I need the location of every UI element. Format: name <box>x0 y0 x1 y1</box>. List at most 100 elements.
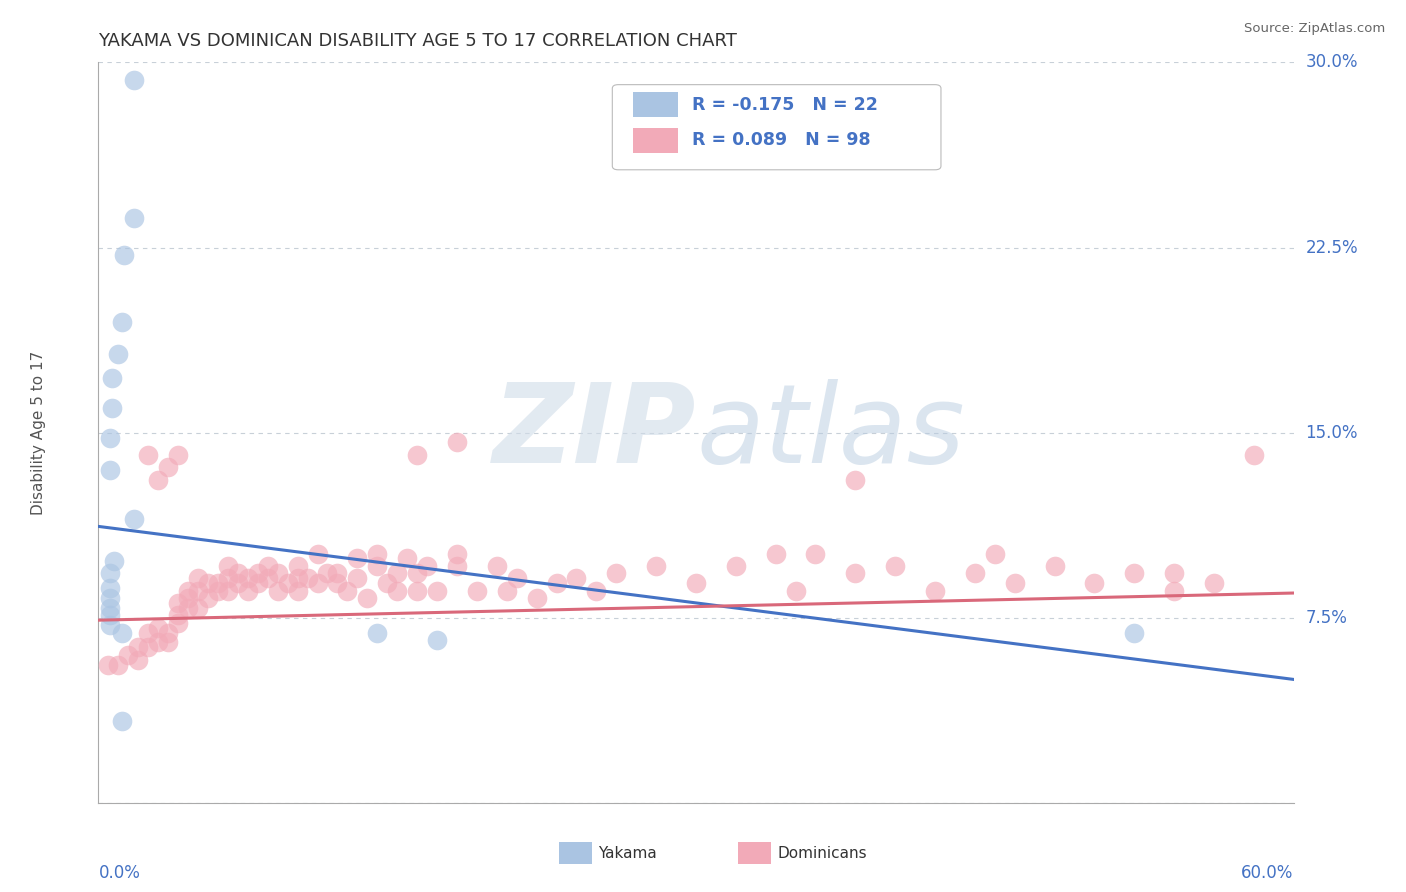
Point <box>246 576 269 591</box>
Point <box>963 566 986 581</box>
Text: 60.0%: 60.0% <box>1241 864 1294 882</box>
Point <box>103 554 125 568</box>
Point <box>111 314 134 328</box>
Text: Disability Age 5 to 17: Disability Age 5 to 17 <box>31 351 46 515</box>
Point <box>326 576 349 591</box>
Point <box>127 640 149 655</box>
Point <box>287 583 309 598</box>
Point <box>785 583 807 598</box>
Point <box>336 583 359 598</box>
Point <box>1243 448 1265 462</box>
Point <box>307 576 329 591</box>
Point <box>111 714 134 729</box>
Point <box>277 576 299 591</box>
Point <box>217 558 239 573</box>
Text: YAKAMA VS DOMINICAN DISABILITY AGE 5 TO 17 CORRELATION CHART: YAKAMA VS DOMINICAN DISABILITY AGE 5 TO … <box>98 32 737 50</box>
Point <box>297 571 319 585</box>
Point <box>984 547 1007 561</box>
Point <box>97 657 120 672</box>
Point <box>148 635 170 649</box>
Point <box>101 401 124 415</box>
Text: Yakama: Yakama <box>598 846 657 861</box>
Point <box>346 571 368 585</box>
Point <box>148 621 170 635</box>
Point <box>187 583 209 598</box>
Point <box>256 558 278 573</box>
Point <box>107 657 129 672</box>
Point <box>506 571 529 585</box>
Text: R = 0.089   N = 98: R = 0.089 N = 98 <box>692 131 870 149</box>
Point <box>346 551 368 566</box>
Point <box>117 648 139 662</box>
Point <box>287 558 309 573</box>
Point <box>246 566 269 581</box>
Point <box>136 448 159 462</box>
Point <box>565 571 588 585</box>
Point <box>217 571 239 585</box>
Point <box>526 591 548 605</box>
Point <box>446 547 468 561</box>
Text: R = -0.175   N = 22: R = -0.175 N = 22 <box>692 95 879 113</box>
Point <box>127 653 149 667</box>
Point <box>844 566 866 581</box>
Text: 15.0%: 15.0% <box>1306 424 1358 442</box>
Point <box>197 576 219 591</box>
Point <box>307 547 329 561</box>
Point <box>485 558 508 573</box>
Point <box>267 583 290 598</box>
Point <box>136 625 159 640</box>
Point <box>207 576 229 591</box>
Point <box>98 591 122 605</box>
Point <box>167 596 190 610</box>
Point <box>187 600 209 615</box>
Point <box>98 581 122 595</box>
Point <box>256 571 278 585</box>
Point <box>396 551 419 566</box>
Point <box>366 558 388 573</box>
Point <box>1123 566 1146 581</box>
Point <box>446 435 468 450</box>
Point <box>236 571 259 585</box>
FancyBboxPatch shape <box>558 842 592 864</box>
Point <box>98 618 122 632</box>
Point <box>207 583 229 598</box>
Point <box>385 566 409 581</box>
Point <box>98 608 122 623</box>
Point <box>112 248 135 262</box>
Point <box>157 625 180 640</box>
Point <box>177 583 200 598</box>
Point <box>356 591 378 605</box>
Point <box>98 431 122 445</box>
Point <box>1202 576 1225 591</box>
Point <box>765 547 787 561</box>
Point <box>366 625 388 640</box>
Point <box>385 583 409 598</box>
Text: 0.0%: 0.0% <box>98 864 141 882</box>
Point <box>645 558 668 573</box>
Point <box>107 346 129 360</box>
Point <box>1123 625 1146 640</box>
Point <box>406 566 429 581</box>
Point <box>236 583 259 598</box>
Point <box>924 583 946 598</box>
Point <box>98 600 122 615</box>
Point <box>605 566 627 581</box>
FancyBboxPatch shape <box>633 128 678 153</box>
Text: Source: ZipAtlas.com: Source: ZipAtlas.com <box>1244 22 1385 36</box>
Point <box>267 566 290 581</box>
Text: ZIP: ZIP <box>492 379 696 486</box>
Point <box>157 460 180 475</box>
Point <box>724 558 747 573</box>
Point <box>446 558 468 573</box>
Text: 7.5%: 7.5% <box>1306 608 1347 627</box>
Point <box>98 566 122 581</box>
Point <box>98 462 122 476</box>
Text: 30.0%: 30.0% <box>1306 54 1358 71</box>
Point <box>316 566 339 581</box>
Point <box>177 591 200 605</box>
Point <box>375 576 398 591</box>
Point <box>124 211 146 225</box>
Point <box>197 591 219 605</box>
Point <box>326 566 349 581</box>
Point <box>136 640 159 655</box>
